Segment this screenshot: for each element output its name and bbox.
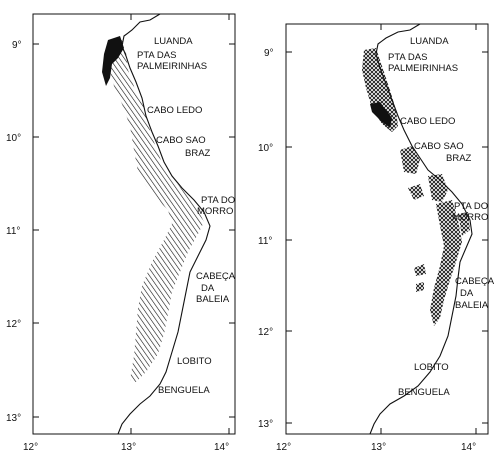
right-map-place-label: PALMEIRINHAS (388, 63, 458, 74)
right-map-place-label: CABEÇA (455, 276, 495, 287)
right-map: 9° 10° 11° 12° 13° 12° 13° 14° LUANDA PT… (258, 23, 495, 453)
right-map-coastline (369, 23, 473, 435)
left-map-y-tick: 11° (6, 226, 20, 237)
right-map-y-tick: 9° (264, 48, 274, 59)
left-map-y-tick: 13° (6, 413, 21, 424)
right-map-place-label: BALEIA (455, 300, 489, 311)
right-map-place-label: DA (460, 288, 474, 299)
left-map-place-label: PALMEIRINHAS (137, 61, 207, 72)
right-map-y-tick: 11° (258, 236, 272, 247)
left-map-place-label: PTA DO (201, 195, 235, 206)
right-map-place-label: CABO SAO (414, 141, 464, 152)
left-map-dense-patch (102, 36, 124, 86)
left-map-place-label: BENGUELA (158, 385, 210, 396)
right-map-y-tick: 12° (258, 327, 273, 338)
left-map-place-label: CABEÇA (196, 271, 236, 282)
right-map-place-label: CABO LEDO (400, 116, 455, 127)
left-map-place-label: DA (201, 283, 215, 294)
left-map-place-label: PTA DAS (137, 50, 176, 61)
left-map-place-label: BALEIA (196, 294, 230, 305)
right-map-place-label: BENGUELA (398, 387, 450, 398)
left-map-y-tick: 10° (6, 133, 21, 144)
right-map-ticks (285, 24, 488, 434)
right-map-place-label: PTA DAS (388, 52, 427, 63)
right-map-crosshatch-patches (362, 48, 470, 326)
left-map-place-label: CABO LEDO (147, 105, 202, 116)
right-map-place-label: BRAZ (446, 153, 472, 164)
right-map-x-tick: 14° (461, 442, 476, 453)
right-map-frame (285, 23, 489, 435)
right-map-x-tick: 13° (371, 442, 386, 453)
left-map-x-tick: 12° (23, 442, 38, 453)
left-map-place-label: CABO SAO (156, 135, 206, 146)
left-map-y-tick: 9° (12, 40, 22, 51)
left-map-frame (32, 13, 236, 435)
left-map-ticks (32, 14, 235, 434)
right-map-y-tick: 13° (258, 419, 273, 430)
right-map-y-tick: 10° (258, 143, 273, 154)
right-map-dense-patch (370, 102, 392, 128)
left-map-hatched-zone (108, 40, 204, 382)
left-map: 9° 10° 11° 12° 13° 12° 13° 14° LUANDA PT… (6, 13, 236, 453)
right-map-place-label: PTA DO (454, 201, 488, 212)
right-map-place-label: LUANDA (410, 36, 449, 47)
left-map-x-tick: 13° (121, 442, 136, 453)
left-map-y-tick: 12° (6, 319, 21, 330)
left-map-coastline (117, 13, 211, 435)
right-map-place-label: MORRO (452, 212, 488, 223)
left-map-place-label: LOBITO (177, 356, 212, 367)
left-map-place-label: LUANDA (154, 36, 193, 47)
right-map-x-tick: 12° (276, 442, 291, 453)
left-map-place-label: MORRO (197, 206, 233, 217)
left-map-place-label: BRAZ (185, 148, 211, 159)
right-map-place-label: LOBITO (414, 362, 449, 373)
left-map-x-tick: 14° (214, 442, 229, 453)
